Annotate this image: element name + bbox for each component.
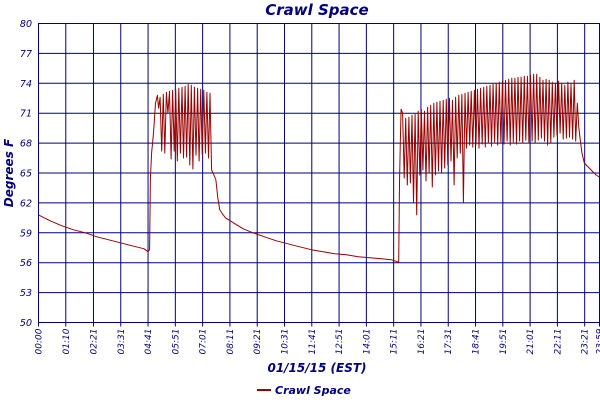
x-tick-label: 19:51 <box>499 328 509 354</box>
x-tick-label: 17:31 <box>444 329 454 355</box>
y-tick-label: 56 <box>20 258 32 269</box>
y-axis-ticks: 50 53 56 59 62 65 68 71 74 77 80 <box>20 19 32 329</box>
legend: Crawl Space <box>257 384 351 397</box>
x-tick-label: 08:11 <box>226 329 236 355</box>
x-tick-label: 23:21 <box>581 329 591 355</box>
x-tick-label: 09:21 <box>253 329 263 355</box>
y-tick-label: 53 <box>20 288 32 299</box>
x-tick-label: 15:11 <box>390 329 400 355</box>
x-tick-label: 18:41 <box>472 329 482 355</box>
chart-title: Crawl Space <box>265 1 368 19</box>
x-tick-label: 12:51 <box>335 329 345 355</box>
y-tick-label: 77 <box>20 49 32 60</box>
y-tick-label: 62 <box>20 198 32 209</box>
x-tick-label: 03:31 <box>117 329 127 355</box>
series-layer <box>38 73 600 264</box>
y-tick-label: 74 <box>20 79 32 90</box>
x-tick-label: 23:59 <box>596 328 600 354</box>
x-tick-label: 01:10 <box>62 328 72 354</box>
x-tick-label: 21:01 <box>526 329 536 355</box>
x-tick-label: 00:00 <box>35 328 45 354</box>
series-line-crawl-space <box>38 73 600 264</box>
y-tick-label: 50 <box>20 318 32 329</box>
x-tick-label: 07:01 <box>199 329 209 355</box>
x-tick-label: 11:41 <box>308 329 318 355</box>
x-tick-label: 02:21 <box>89 329 99 355</box>
x-tick-label: 10:31 <box>280 329 290 355</box>
x-axis-ticks: 00:00 01:10 02:21 03:31 04:41 05:51 07:01 08:11… <box>35 328 600 354</box>
x-tick-label: 16:21 <box>417 329 427 355</box>
y-axis-label: Degrees F <box>2 138 16 207</box>
y-tick-label: 59 <box>20 228 32 239</box>
y-tick-label: 71 <box>20 109 32 120</box>
x-tick-label: 04:41 <box>144 329 154 355</box>
y-tick-label: 80 <box>20 19 32 30</box>
x-tick-label: 22:11 <box>553 329 563 355</box>
grid-lines <box>38 23 600 327</box>
x-tick-label: 05:51 <box>171 329 181 355</box>
x-axis-label: 01/15/15 (EST) <box>267 361 366 375</box>
x-tick-label: 14:01 <box>362 329 372 355</box>
y-tick-label: 65 <box>20 169 32 180</box>
y-tick-label: 68 <box>20 139 32 150</box>
legend-label: Crawl Space <box>275 384 351 397</box>
